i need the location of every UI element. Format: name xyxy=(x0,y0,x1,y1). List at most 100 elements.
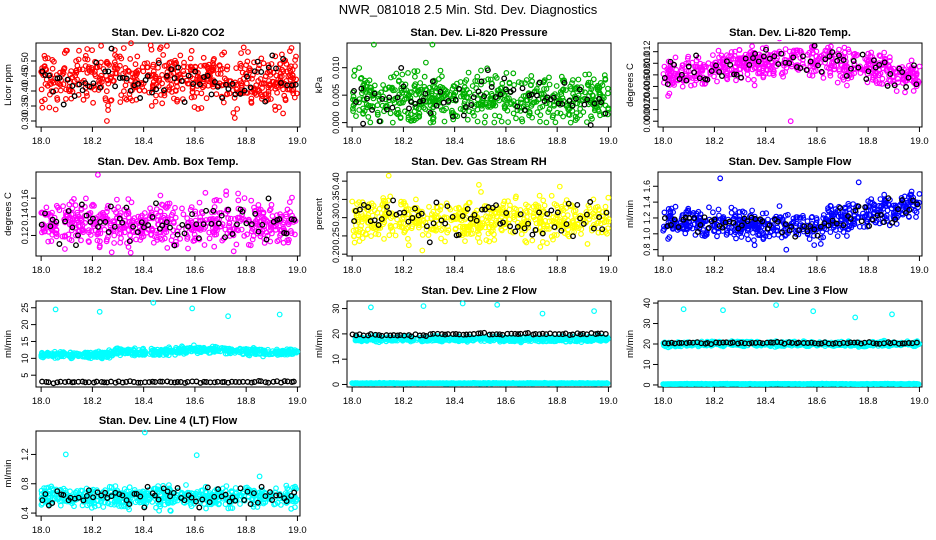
data-point xyxy=(380,195,387,201)
data-point xyxy=(561,79,568,86)
plot-frame xyxy=(657,171,923,257)
data-point xyxy=(116,226,123,233)
x-tick-label: 19.0 xyxy=(599,265,618,276)
data-point xyxy=(763,46,769,53)
data-point xyxy=(147,42,154,49)
data-point xyxy=(269,52,276,59)
data-point xyxy=(694,229,701,235)
data-point xyxy=(814,232,821,239)
y-axis-label: ml/min xyxy=(3,330,14,358)
data-point xyxy=(792,233,799,240)
data-point xyxy=(523,201,529,208)
data-point xyxy=(71,351,78,358)
data-point xyxy=(399,71,406,78)
chart-ambbox: Stan. Dev. Amb. Box Temp.18.0 18.2 18.4 18.… xyxy=(3,156,307,276)
data-point xyxy=(475,88,482,95)
data-point xyxy=(794,64,800,71)
data-point xyxy=(42,228,48,235)
data-point xyxy=(667,222,674,228)
data-point xyxy=(878,211,885,218)
data-point xyxy=(751,76,757,83)
data-point xyxy=(388,74,394,81)
data-point xyxy=(378,216,385,223)
data-point xyxy=(544,240,550,247)
data-point xyxy=(98,378,105,385)
data-point xyxy=(239,69,246,76)
data-point xyxy=(68,237,75,244)
data-point xyxy=(55,204,61,211)
data-point xyxy=(558,227,565,234)
data-point xyxy=(189,211,196,218)
data-point xyxy=(247,242,254,249)
data-point xyxy=(42,210,48,217)
data-point xyxy=(82,219,88,226)
data-point xyxy=(280,219,287,226)
data-point xyxy=(258,68,265,75)
data-point xyxy=(222,226,229,233)
y-tick-label: 0.005 xyxy=(331,84,341,107)
data-point xyxy=(775,61,782,68)
data-point xyxy=(149,378,156,385)
data-point xyxy=(679,64,685,71)
data-point xyxy=(590,225,597,232)
data-point xyxy=(208,91,215,98)
data-point xyxy=(696,75,703,82)
data-point xyxy=(486,238,493,245)
data-point xyxy=(272,103,278,110)
data-point xyxy=(134,53,141,60)
data-point xyxy=(476,181,482,188)
data-point xyxy=(565,200,572,207)
data-point xyxy=(113,65,119,72)
data-point xyxy=(582,71,589,78)
data-point xyxy=(157,192,164,199)
data-point xyxy=(557,88,564,95)
data-point xyxy=(369,106,376,113)
data-point xyxy=(216,62,223,69)
data-point xyxy=(365,204,372,211)
data-point xyxy=(356,228,363,235)
data-point xyxy=(155,217,161,224)
plot-frame xyxy=(346,42,612,128)
data-point xyxy=(600,209,606,215)
data-point xyxy=(868,49,875,56)
data-point xyxy=(112,70,119,77)
data-point xyxy=(198,90,205,97)
data-point xyxy=(135,379,142,386)
y-tick-label: 1.0 xyxy=(642,228,652,241)
data-point xyxy=(501,102,508,109)
data-point xyxy=(467,215,474,222)
data-point xyxy=(551,224,558,231)
data-point xyxy=(359,213,366,220)
data-point xyxy=(697,222,704,228)
data-point xyxy=(237,90,244,97)
data-point xyxy=(201,378,207,385)
data-point xyxy=(272,85,279,92)
data-point xyxy=(289,194,295,201)
data-point xyxy=(356,65,363,71)
data-point xyxy=(557,110,564,117)
data-point xyxy=(483,217,490,224)
data-point xyxy=(499,80,506,87)
data-point xyxy=(604,380,611,387)
data-point xyxy=(420,97,427,104)
data-point xyxy=(396,100,403,107)
data-point xyxy=(376,118,383,125)
data-point xyxy=(149,89,155,96)
data-point xyxy=(132,61,139,68)
data-point xyxy=(667,58,674,65)
data-point xyxy=(375,225,382,231)
data-point xyxy=(518,116,525,122)
data-point xyxy=(738,222,745,229)
data-point xyxy=(873,80,880,86)
data-point xyxy=(213,91,220,97)
data-point xyxy=(249,347,256,354)
data-point xyxy=(62,209,69,216)
x-tick-label: 18.0 xyxy=(343,265,362,276)
data-point xyxy=(441,107,447,114)
data-point xyxy=(442,220,449,227)
data-point xyxy=(105,68,112,75)
data-point xyxy=(825,222,832,229)
data-point xyxy=(438,217,445,224)
data-point xyxy=(171,242,178,249)
data-point xyxy=(80,96,87,103)
